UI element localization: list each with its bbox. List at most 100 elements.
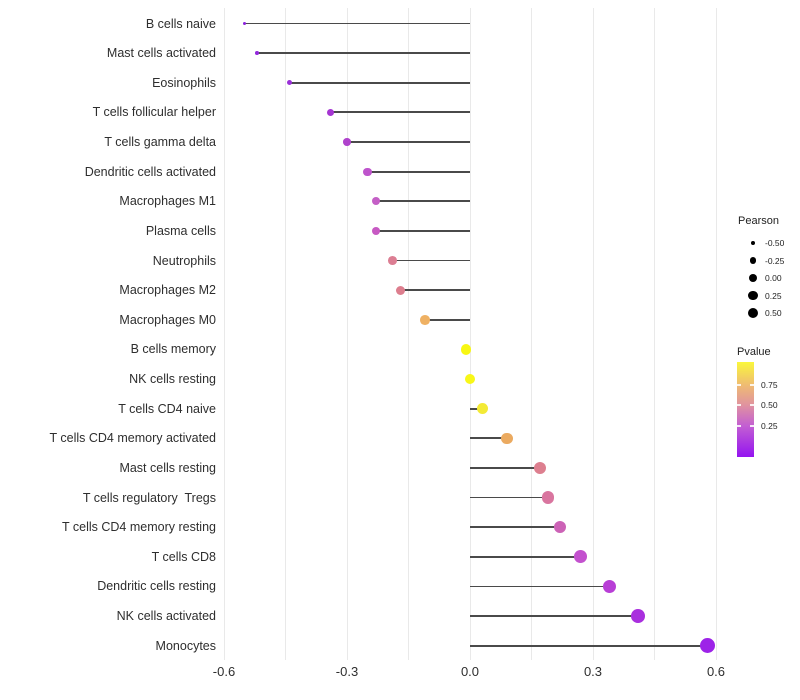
y-label: T cells regulatory Tregs: [82, 490, 216, 505]
pearson-legend-dot: [749, 257, 757, 264]
y-label: NK cells resting: [129, 372, 216, 387]
lollipop-dot: [420, 314, 430, 325]
x-tick-label: 0.0: [460, 664, 480, 679]
y-label: Macrophages M2: [119, 283, 216, 298]
lollipop-segment: [470, 467, 540, 469]
y-label: T cells CD4 memory resting: [62, 520, 216, 535]
pearson-legend-title: Pearson: [738, 215, 779, 227]
lollipop-dot: [327, 108, 335, 116]
lollipop-dot: [363, 167, 372, 176]
lollipop-dot: [631, 609, 646, 624]
pvalue-bar-tick: [737, 384, 741, 386]
lollipop-segment: [375, 230, 470, 232]
lollipop-segment: [347, 141, 470, 143]
pvalue-bar-tick: [737, 425, 741, 427]
lollipop-segment: [470, 644, 708, 647]
x-tick-label: -0.6: [212, 664, 236, 679]
pvalue-bar-tick: [750, 425, 754, 427]
pvalue-bar-tick: [750, 384, 754, 386]
y-label: NK cells activated: [116, 609, 216, 624]
pvalue-bar-tick: [737, 404, 741, 406]
x-tick-label: 0.3: [583, 664, 603, 679]
lollipop-dot: [553, 520, 567, 534]
y-label: T cells CD8: [151, 549, 216, 564]
gridline-x-0.45: [654, 8, 655, 660]
lollipop-dot: [501, 432, 513, 445]
y-label: Mast cells activated: [106, 46, 216, 61]
pearson-legend-label: 0.25: [765, 290, 782, 301]
lollipop-segment: [244, 22, 470, 25]
pearson-legend-dot: [751, 241, 755, 245]
y-label: T cells CD4 memory activated: [49, 431, 217, 446]
pearson-legend-label: -0.25: [765, 255, 785, 266]
lollipop-dot: [254, 51, 259, 56]
lollipop-segment: [392, 259, 470, 262]
lollipop-dot: [602, 579, 617, 594]
lollipop-segment: [424, 318, 470, 321]
y-label: B cells naive: [145, 16, 216, 31]
lollipop-segment: [256, 52, 470, 55]
lollipop-segment: [375, 200, 470, 203]
pearson-legend-label: 0.50: [765, 308, 782, 318]
lollipop-dot: [286, 80, 293, 86]
pvalue-gradient-bar: [737, 362, 754, 457]
pearson-legend-dot: [748, 290, 758, 301]
gridline-x--0.6: [223, 8, 225, 660]
pearson-legend-label: 0.00: [765, 273, 782, 283]
y-label: T cells CD4 naive: [118, 401, 216, 416]
gridline-x-0.3: [592, 8, 594, 660]
y-label: Plasma cells: [145, 223, 216, 238]
y-label: B cells memory: [130, 342, 216, 357]
lollipop-dot: [541, 491, 555, 504]
gridline-x-0.15: [531, 8, 532, 660]
lollipop-segment: [367, 170, 470, 173]
pvalue-legend-label: 0.25: [761, 421, 778, 431]
lollipop-dot: [387, 256, 397, 265]
lollipop-segment: [470, 585, 610, 588]
gridline-x--0.3: [346, 8, 348, 660]
pearson-legend-dot: [747, 307, 759, 319]
pvalue-legend-label: 0.50: [761, 400, 778, 410]
pearson-legend-dot: [748, 273, 758, 283]
lollipop-segment: [400, 289, 470, 292]
lollipop-dot: [460, 344, 472, 355]
gridline-x-0.6: [715, 8, 717, 660]
pvalue-bar-tick: [750, 404, 754, 406]
lollipop-dot: [476, 403, 488, 415]
lollipop-dot: [343, 138, 351, 146]
y-label: Mast cells resting: [119, 460, 216, 475]
lollipop-dot: [574, 550, 588, 564]
lollipop-dot: [464, 373, 476, 385]
lollipop-dot: [371, 226, 380, 236]
lollipop-segment: [470, 615, 639, 617]
y-label: Eosinophils: [152, 75, 216, 90]
lollipop-dot: [243, 22, 246, 25]
lollipop-segment: [289, 81, 470, 84]
lollipop-segment: [470, 437, 507, 440]
y-label: Macrophages M1: [119, 194, 216, 209]
lollipop-dot: [700, 638, 716, 654]
gridline-x--0.45: [285, 8, 286, 660]
lollipop-dot: [371, 197, 380, 206]
y-label: Dendritic cells resting: [97, 579, 216, 594]
pearson-legend-label: -0.50: [765, 238, 785, 248]
x-tick-label: -0.3: [335, 664, 359, 679]
lollipop-segment: [470, 407, 483, 410]
pvalue-legend-label: 0.75: [761, 380, 778, 390]
y-label: Macrophages M0: [119, 312, 216, 327]
gridline-x-0: [469, 8, 471, 660]
y-label: Neutrophils: [152, 253, 216, 268]
y-label: Dendritic cells activated: [84, 164, 216, 179]
lollipop-dot: [533, 461, 546, 474]
lollipop-segment: [470, 526, 561, 529]
lollipop-segment: [470, 496, 548, 499]
gridline-x--0.15: [408, 8, 409, 660]
pvalue-legend-title: Pvalue: [737, 346, 771, 358]
y-label: T cells gamma delta: [104, 135, 216, 150]
lollipop-segment: [330, 111, 470, 114]
x-tick-label: 0.6: [706, 664, 726, 679]
lollipop-segment: [470, 555, 581, 558]
y-label: T cells follicular helper: [92, 105, 216, 120]
lollipop-dot: [395, 285, 405, 295]
